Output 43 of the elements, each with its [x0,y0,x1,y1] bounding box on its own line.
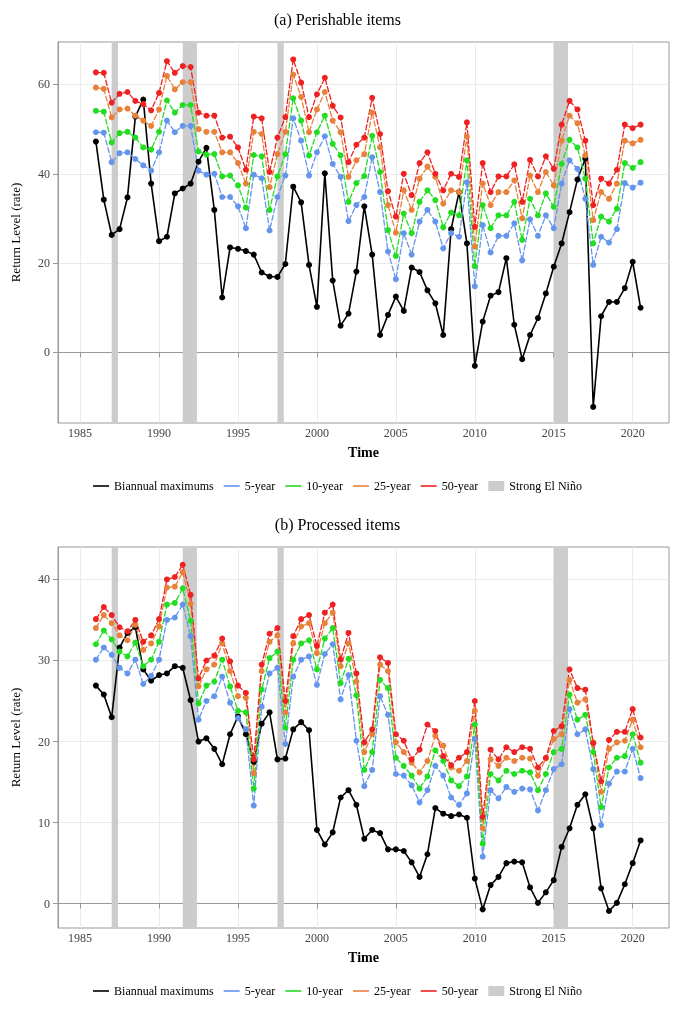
x-tick-label: 2015 [541,931,566,945]
x-axis-title: Time [348,444,379,460]
y-tick-label: 10 [38,815,50,830]
x-tick-label: 1985 [68,426,93,440]
legend-label: Strong El Niño [509,479,582,493]
legend-label: 25-year [373,984,411,998]
y-axis-title: Return Level (rate) [8,687,23,788]
y-tick-label: 40 [38,166,50,181]
y-tick-label: 40 [38,572,50,587]
x-tick-label: 2000 [304,426,329,440]
legend-label: 10-year [306,984,344,998]
x-tick-label: 1985 [68,931,93,945]
y-tick-label: 20 [38,256,50,271]
y-tick-label: 60 [38,77,50,92]
legend-label: 25-year [373,479,411,493]
legend-label: 10-year [306,479,344,493]
x-tick-label: 1990 [147,426,172,440]
y-tick-label: 0 [44,345,50,360]
legend-label: Strong El Niño [509,984,582,998]
chart-title: (a) Perishable items [273,10,402,29]
legend-label: 5-year [244,479,276,493]
x-tick-label: 2005 [383,931,408,945]
x-tick-label: 2010 [462,426,487,440]
y-tick-label: 20 [38,734,50,749]
legend-label: 50-year [441,479,479,493]
legend-label: 50-year [441,984,479,998]
x-tick-label: 1995 [225,426,250,440]
x-tick-label: 2020 [620,426,645,440]
x-tick-label: 2010 [462,931,487,945]
legend-label: Biannual maximums [114,479,215,493]
y-tick-label: 30 [38,653,50,668]
chart-title: (b) Processed items [274,515,401,534]
y-axis-title: Return Level (rate) [8,182,23,283]
x-tick-label: 1990 [147,931,172,945]
x-tick-label: 2000 [304,931,329,945]
x-tick-label: 2020 [620,931,645,945]
x-tick-label: 1995 [225,931,250,945]
legend-label: 5-year [244,984,276,998]
x-tick-label: 2015 [541,426,566,440]
x-axis-title: Time [348,949,379,965]
legend-label: Biannual maximums [114,984,215,998]
x-tick-label: 2005 [383,426,408,440]
y-tick-label: 0 [44,896,50,911]
